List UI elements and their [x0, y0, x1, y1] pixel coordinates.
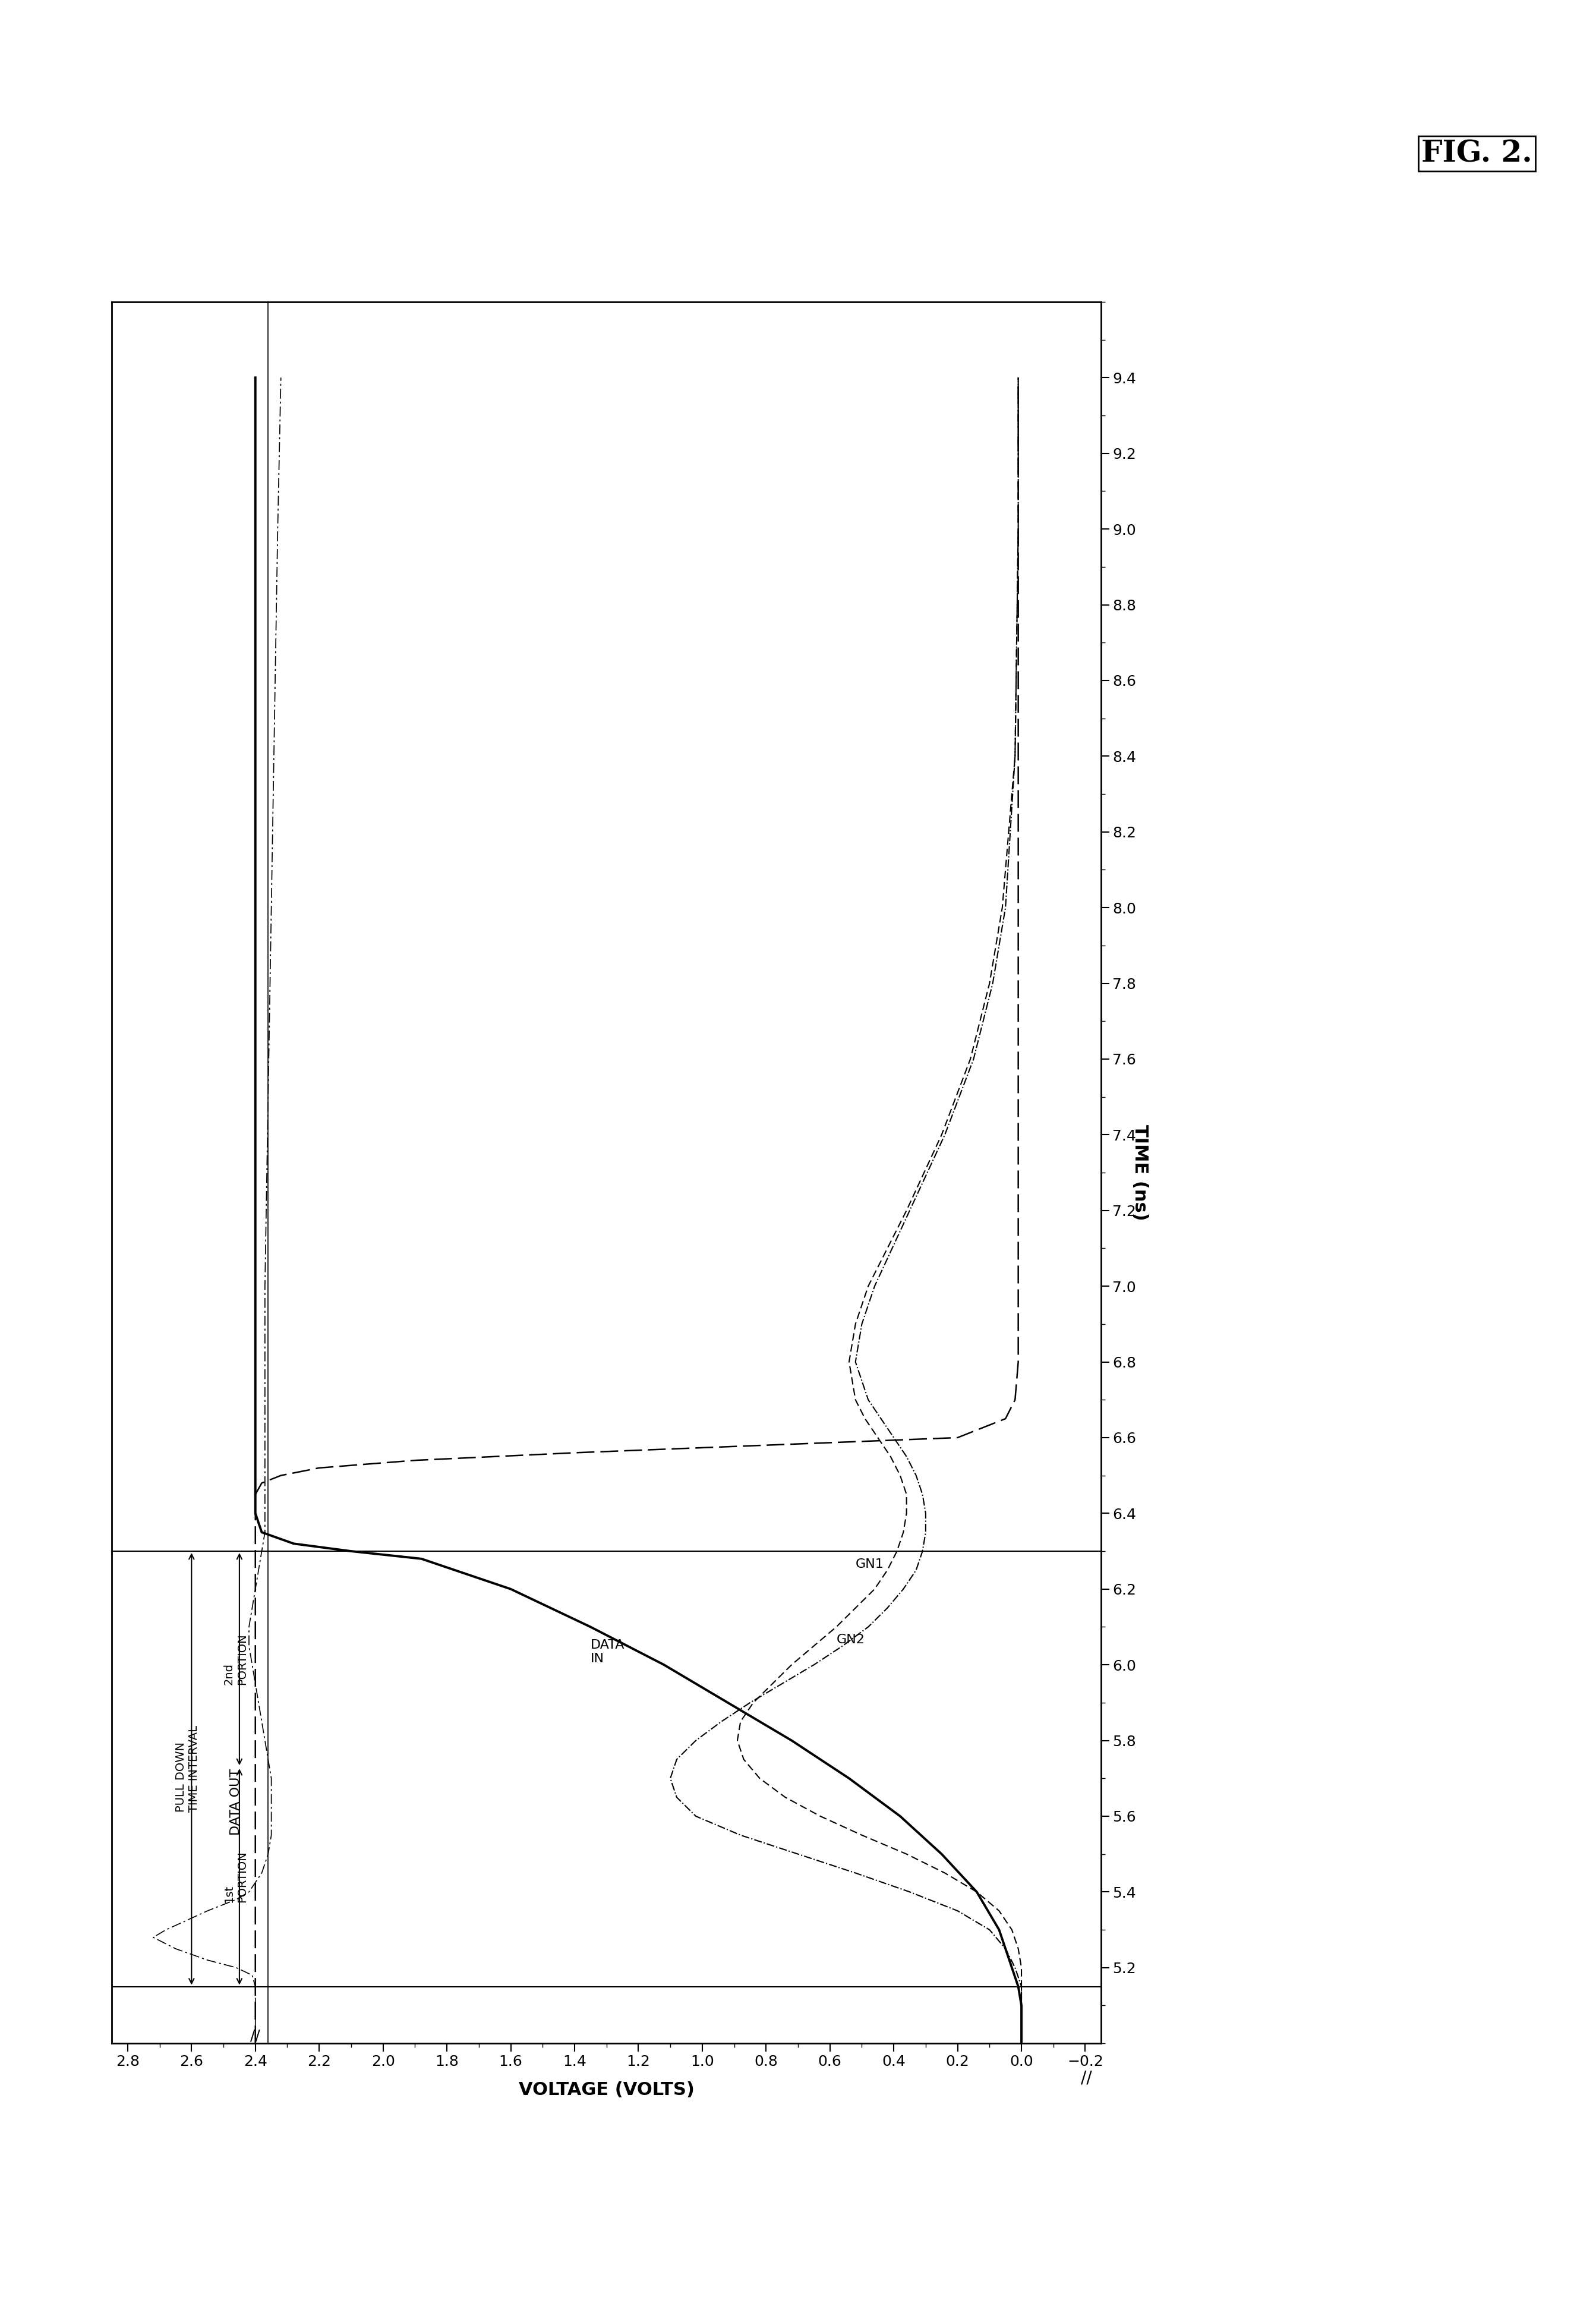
- Text: GN1: GN1: [855, 1558, 884, 1570]
- Text: DATA OUT: DATA OUT: [230, 1769, 241, 1834]
- Text: PULL DOWN
TIME INTERVAL: PULL DOWN TIME INTERVAL: [176, 1725, 200, 1811]
- X-axis label: VOLTAGE (VOLTS): VOLTAGE (VOLTS): [519, 2081, 694, 2099]
- Text: //: //: [1080, 2069, 1092, 2085]
- Text: GN2: GN2: [836, 1635, 865, 1646]
- Y-axis label: TIME (ns): TIME (ns): [1132, 1124, 1149, 1221]
- Text: //: //: [251, 2029, 260, 2043]
- Text: 1st
PORTION: 1st PORTION: [223, 1851, 247, 1902]
- Text: DATA
IN: DATA IN: [591, 1639, 624, 1665]
- Text: 2nd
PORTION: 2nd PORTION: [223, 1632, 247, 1686]
- Text: FIG. 2.: FIG. 2.: [1422, 139, 1532, 170]
